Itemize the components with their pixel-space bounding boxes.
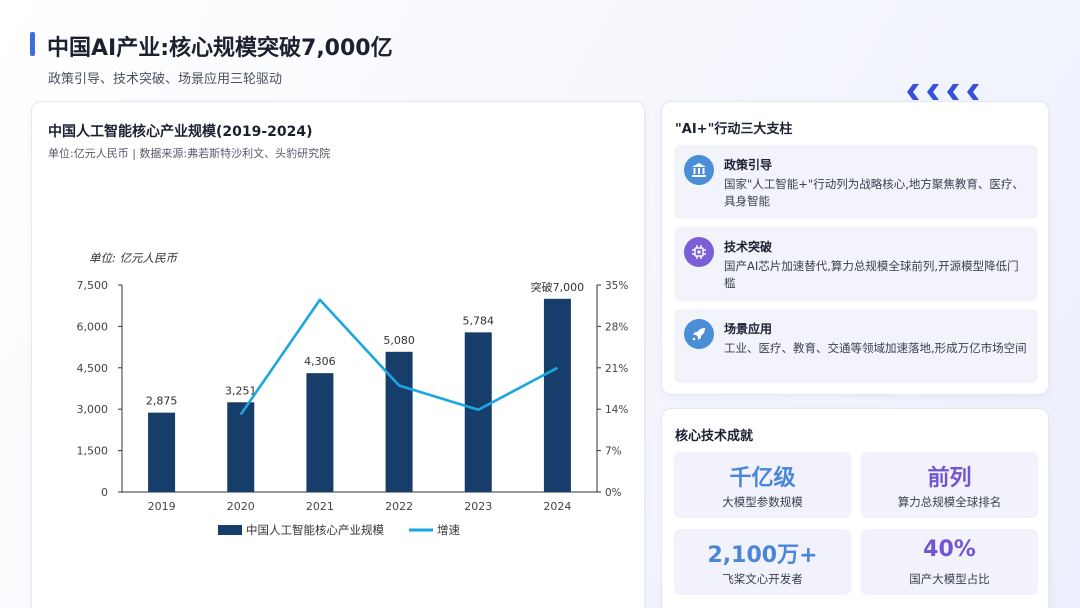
right-tick-label: 7%	[605, 446, 622, 458]
x-tick-label: 2019	[148, 500, 176, 513]
rocket-icon	[684, 319, 714, 349]
bar-data-label: 3,251	[225, 384, 257, 397]
pillar-desc: 国产AI芯片加速替代,算力总规模全球前列,开源模型降低门槛	[724, 259, 1019, 290]
bar	[306, 373, 334, 492]
stat-label: 算力总规模全球排名	[897, 495, 1002, 509]
chip-icon	[684, 237, 714, 267]
x-tick-label: 2024	[543, 500, 571, 513]
stat-card: 40% 国产大模型占比	[861, 529, 1038, 595]
legend-swatch-bar	[218, 525, 242, 535]
page-title: 中国AI产业:核心规模突破7,000亿	[47, 36, 393, 61]
chart-card: 中国人工智能核心产业规模(2019-2024) 单位:亿元人民币 | 数据来源:…	[31, 101, 645, 608]
right-tick-label: 14%	[605, 404, 628, 416]
bar-data-label: 突破7,000	[531, 280, 585, 294]
stat-label: 大模型参数规模	[722, 495, 803, 509]
legend-label: 中国人工智能核心产业规模	[246, 523, 384, 537]
pillar-title: 政策引导	[724, 158, 773, 172]
pillar-tech: 技术突破 国产AI芯片加速替代,算力总规模全球前列,开源模型降低门槛	[674, 227, 1038, 301]
chevron-decoration-icon	[907, 84, 979, 100]
stat-card: 2,100万+ 飞桨文心开发者	[674, 529, 851, 595]
bar	[464, 332, 492, 492]
page-subtitle: 政策引导、技术突破、场景应用三轮驱动	[48, 72, 283, 87]
chart-title: 中国人工智能核心产业规模(2019-2024)	[48, 124, 313, 140]
stat-value: 2,100万+	[707, 543, 818, 568]
title-accent-bar	[30, 32, 35, 56]
pillars-heading: "AI+"行动三大支柱	[675, 122, 793, 137]
bar-data-label: 4,306	[304, 355, 336, 368]
bar-data-label: 5,784	[463, 314, 495, 327]
stat-card: 前列 算力总规模全球排名	[861, 452, 1038, 518]
bar	[148, 412, 176, 492]
chart-source: 单位:亿元人民币 | 数据来源:弗若斯特沙利文、头豹研究院	[48, 147, 331, 160]
unit-label: 单位: 亿元人民币	[89, 251, 179, 265]
right-tick-label: 28%	[605, 321, 628, 333]
pillar-title: 技术突破	[724, 240, 773, 254]
stat-label: 飞桨文心开发者	[722, 572, 803, 586]
x-tick-label: 2021	[306, 500, 334, 513]
tech-achievements-card: 核心技术成就 千亿级 大模型参数规模 前列 算力总规模全球排名 2,100万+ …	[661, 408, 1049, 608]
bar	[385, 351, 413, 492]
bank-icon	[684, 155, 714, 185]
x-tick-label: 2020	[227, 500, 255, 513]
left-tick-label: 3,000	[77, 403, 109, 416]
x-tick-label: 2023	[464, 500, 492, 513]
pillars-card: "AI+"行动三大支柱 政策引导 国家"人工智能+"行动列为战略核心,地方聚焦教…	[661, 101, 1049, 395]
right-tick-label: 0%	[605, 487, 622, 499]
left-tick-label: 6,000	[77, 320, 109, 333]
pillar-application: 场景应用 工业、医疗、教育、交通等领域加速落地,形成万亿市场空间	[674, 309, 1038, 383]
bar-data-label: 5,080	[383, 334, 415, 347]
legend-label: 增速	[437, 523, 460, 537]
right-tick-label: 35%	[605, 280, 628, 292]
bar	[543, 298, 571, 492]
stat-card: 千亿级 大模型参数规模	[674, 452, 851, 518]
pillar-title: 场景应用	[724, 322, 773, 336]
x-tick-label: 2022	[385, 500, 413, 513]
bar	[227, 402, 255, 492]
pillar-policy: 政策引导 国家"人工智能+"行动列为战略核心,地方聚焦教育、医疗、具身智能	[674, 145, 1038, 219]
stat-value: 千亿级	[729, 466, 796, 491]
stat-value: 40%	[923, 537, 976, 562]
pillar-desc: 工业、医疗、教育、交通等领域加速落地,形成万亿市场空间	[724, 341, 1027, 355]
industry-scale-chart: 单位: 亿元人民币 0 1,500 3,000 4,500 6,000 7,500 0% 7% 1…	[77, 251, 629, 537]
left-tick-label: 0	[101, 486, 108, 499]
pillar-desc: 国家"人工智能+"行动列为战略核心,地方聚焦教育、医疗、具身智能	[724, 177, 1024, 208]
growth-line	[239, 298, 559, 416]
bar-data-label: 2,875	[146, 395, 178, 408]
tech-heading: 核心技术成就	[675, 429, 754, 444]
stat-value: 前列	[927, 466, 972, 491]
left-tick-label: 4,500	[77, 362, 109, 375]
left-tick-label: 1,500	[77, 445, 109, 458]
stat-label: 国产大模型占比	[909, 572, 990, 586]
right-tick-label: 21%	[605, 363, 628, 375]
left-tick-label: 7,500	[77, 279, 109, 292]
